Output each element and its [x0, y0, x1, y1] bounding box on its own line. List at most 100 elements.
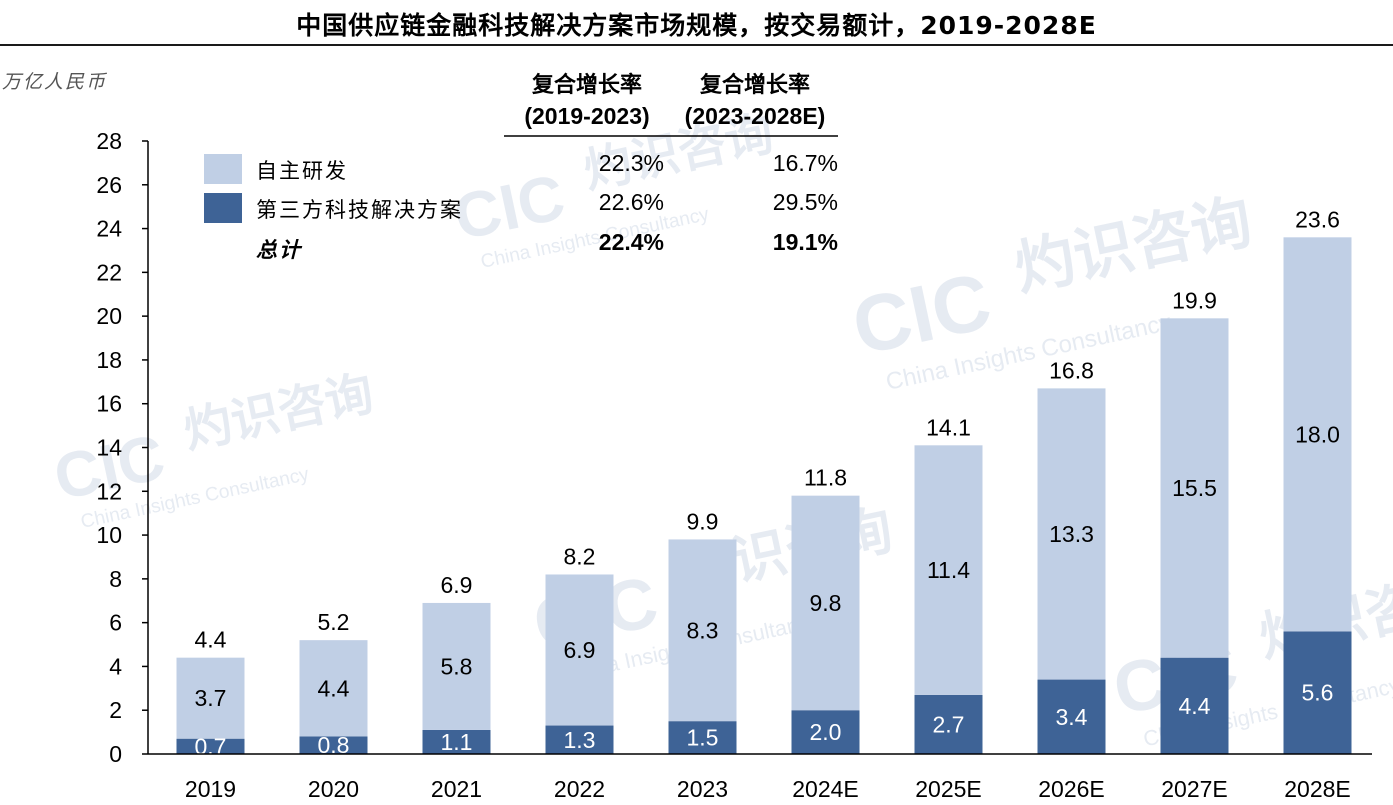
data-label-total: 9.9 — [687, 508, 719, 534]
cagr-header-line1: 复合增长率 — [699, 72, 810, 98]
cagr-value: 22.4% — [599, 229, 664, 255]
data-label-third-party: 2.0 — [810, 719, 842, 745]
data-label-third-party: 3.4 — [1056, 704, 1088, 730]
bar-in-house — [176, 657, 245, 739]
bar-third-party — [422, 729, 491, 754]
data-label-total: 14.1 — [926, 414, 971, 440]
data-label-in-house: 13.3 — [1049, 521, 1094, 547]
legend-swatch — [204, 154, 242, 184]
data-label-in-house: 5.8 — [441, 653, 473, 679]
data-label-in-house: 6.9 — [564, 637, 596, 663]
x-tick-label: 2028E — [1284, 776, 1351, 802]
cagr-value: 19.1% — [773, 229, 838, 255]
data-label-in-house: 8.3 — [687, 617, 719, 643]
x-tick-label: 2026E — [1038, 776, 1105, 802]
unit-label: 万亿人民币 — [2, 71, 108, 93]
data-label-total: 5.2 — [318, 609, 350, 635]
data-label-total: 6.9 — [441, 572, 473, 598]
bar-third-party — [791, 710, 860, 754]
legend-swatch — [204, 193, 242, 223]
bar-in-house — [299, 640, 368, 737]
x-tick-label: 2023 — [677, 776, 728, 802]
bar-group: 2.0 9.8 11.8 — [791, 465, 860, 754]
x-tick-label: 2027E — [1161, 776, 1228, 802]
data-label-third-party: 2.7 — [933, 711, 965, 737]
bar-third-party — [914, 694, 983, 754]
y-tick-label: 10 — [96, 522, 122, 548]
data-label-in-house: 18.0 — [1295, 421, 1340, 447]
data-label-total: 8.2 — [564, 543, 596, 569]
x-tick-label: 2025E — [915, 776, 982, 802]
data-label-third-party: 1.1 — [441, 729, 473, 755]
bar-in-house — [1037, 388, 1106, 680]
y-tick-label: 6 — [109, 610, 122, 636]
bar-third-party — [668, 721, 737, 754]
bar-in-house — [791, 495, 860, 711]
bar-third-party — [1037, 679, 1106, 754]
cagr-value: 29.5% — [773, 189, 838, 215]
data-label-total: 16.8 — [1049, 357, 1094, 383]
data-label-total: 11.8 — [804, 465, 847, 491]
cagr-table: 复合增长率 (2019-2023) 复合增长率 (2023-2028E) 22.3% 16… — [504, 72, 838, 255]
y-tick-label: 2 — [109, 697, 122, 723]
bar-third-party — [1160, 657, 1229, 754]
data-label-third-party: 0.7 — [195, 733, 227, 759]
data-label-in-house: 11.4 — [927, 557, 970, 583]
bar-third-party — [299, 736, 368, 754]
data-label-third-party: 5.6 — [1302, 680, 1334, 706]
bar-third-party — [545, 725, 614, 754]
x-tick-label: 2021 — [431, 776, 482, 802]
bar-group: 0.7 3.7 4.4 — [176, 627, 245, 759]
y-tick-label: 28 — [96, 128, 122, 154]
bar-in-house — [1160, 318, 1229, 658]
x-tick-label: 2020 — [308, 776, 359, 802]
bar-in-house — [1283, 237, 1352, 632]
data-label-in-house: 15.5 — [1172, 475, 1217, 501]
bar-third-party — [1283, 631, 1352, 754]
cagr-header-line2: (2019-2023) — [524, 103, 649, 129]
bar-series: 0.73.74.40.84.45.21.15.86.91.36.98.21.58… — [176, 206, 1352, 759]
bar-third-party — [176, 738, 245, 754]
legend-label: 总计 — [256, 238, 303, 262]
data-label-third-party: 1.3 — [564, 727, 596, 753]
bar-group: 4.4 15.5 19.9 — [1160, 287, 1229, 754]
y-tick-label: 14 — [96, 435, 122, 461]
chart-title: 中国供应链金融科技解决方案市场规模，按交易额计，2019-2028E — [296, 11, 1097, 40]
x-tick-label: 2022 — [554, 776, 605, 802]
y-tick-label: 20 — [96, 303, 122, 329]
title-divider — [0, 44, 1393, 46]
bar-group: 1.3 6.9 8.2 — [545, 543, 614, 754]
bar-group: 0.84.45.2 — [299, 609, 368, 758]
legend-label: 自主研发 — [256, 159, 348, 183]
bar-group: 1.5 8.3 9.9 — [668, 508, 737, 754]
bar-group: 2.7 11.4 14.1 — [914, 414, 983, 754]
watermark-cn: 灼识咨询 — [1009, 187, 1258, 305]
data-label-total: 19.9 — [1172, 287, 1217, 313]
data-label-in-house: 9.8 — [810, 590, 842, 616]
cagr-header-line2: (2023-2028E) — [685, 103, 826, 129]
y-tick-label: 24 — [96, 216, 122, 242]
data-label-total: 23.6 — [1295, 206, 1340, 232]
x-tick-label: 2024E — [792, 776, 859, 802]
bar-in-house — [545, 574, 614, 726]
cagr-value: 22.3% — [599, 150, 664, 176]
data-label-in-house: 3.7 — [195, 685, 227, 711]
x-axis: 2019 2020 2021 2022 2023 2024E 2025E 2026E 2027E… — [148, 753, 1372, 802]
y-tick-label: 8 — [109, 566, 122, 592]
y-tick-label: 16 — [96, 391, 122, 417]
data-label-third-party: 1.5 — [687, 725, 719, 751]
y-tick-label: 12 — [96, 478, 122, 504]
y-tick-label: 18 — [96, 347, 122, 373]
data-label-in-house: 4.4 — [318, 675, 350, 701]
cagr-value: 16.7% — [773, 150, 838, 176]
y-tick-label: 0 — [109, 741, 122, 767]
legend-label: 第三方科技解决方案 — [256, 198, 463, 222]
y-tick-label: 22 — [96, 259, 122, 285]
bar-group: 5.6 18.0 23.6 — [1283, 206, 1352, 754]
cagr-header-line1: 复合增长率 — [531, 72, 642, 98]
watermark-cn: 灼识咨询 — [179, 365, 378, 460]
data-label-third-party: 4.4 — [1179, 693, 1211, 719]
